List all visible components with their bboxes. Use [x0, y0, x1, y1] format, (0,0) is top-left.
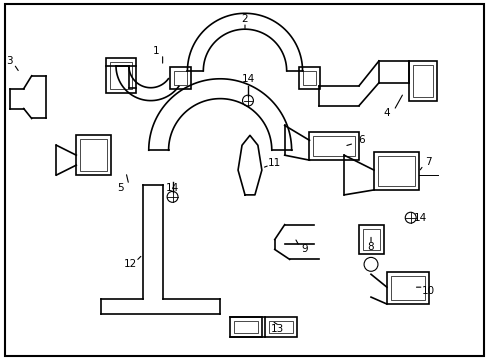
Bar: [373, 152, 418, 190]
Bar: [268, 321, 292, 333]
Text: 11: 11: [267, 158, 281, 168]
Text: 3: 3: [6, 56, 13, 66]
Bar: [362, 229, 379, 251]
Bar: [386, 272, 427, 304]
Text: 9: 9: [301, 244, 307, 255]
Bar: [390, 276, 424, 300]
Text: 8: 8: [367, 243, 373, 252]
Bar: [302, 71, 316, 85]
Bar: [412, 65, 432, 96]
Bar: [169, 67, 191, 89]
Text: 1: 1: [152, 46, 159, 56]
Text: 6: 6: [357, 135, 364, 145]
Bar: [309, 132, 358, 160]
Bar: [264, 317, 296, 337]
Text: 7: 7: [425, 157, 431, 167]
Text: 5: 5: [118, 183, 124, 193]
Text: 4: 4: [383, 108, 389, 117]
Circle shape: [405, 212, 415, 223]
Bar: [358, 225, 383, 255]
Circle shape: [167, 192, 178, 202]
Bar: [298, 67, 320, 89]
Bar: [76, 135, 111, 175]
Text: 10: 10: [421, 286, 434, 296]
Text: 13: 13: [270, 324, 284, 334]
Text: 14: 14: [241, 74, 254, 84]
Text: 12: 12: [124, 259, 137, 269]
Bar: [408, 61, 436, 100]
Bar: [313, 136, 354, 156]
Text: 14: 14: [413, 213, 427, 223]
Text: 2: 2: [241, 14, 248, 24]
Bar: [106, 58, 136, 93]
Text: 14: 14: [165, 183, 179, 193]
Bar: [234, 321, 257, 333]
Bar: [173, 71, 187, 85]
Bar: [110, 62, 132, 89]
Bar: [377, 156, 414, 186]
Circle shape: [242, 95, 253, 106]
Bar: [230, 317, 262, 337]
Bar: [80, 139, 107, 171]
Circle shape: [364, 257, 377, 271]
